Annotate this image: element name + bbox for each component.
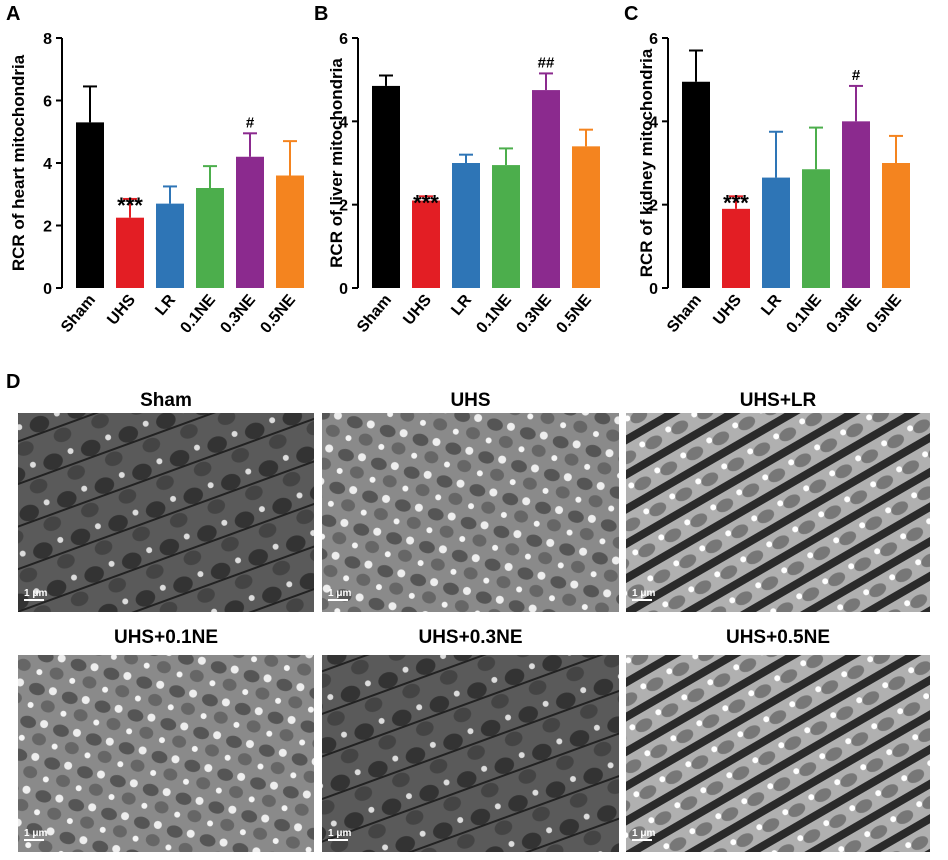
- x-tick-label: LR: [758, 291, 785, 319]
- x-tick-label: LR: [448, 291, 475, 319]
- y-tick-label: 6: [43, 94, 52, 111]
- bar: [802, 169, 830, 288]
- panel-label: B: [314, 3, 328, 25]
- micrograph: [626, 655, 930, 852]
- y-tick-label: 8: [43, 31, 52, 48]
- bar: [492, 165, 520, 288]
- x-tick-label: Sham: [664, 292, 705, 336]
- significance-mark: ***: [117, 193, 143, 218]
- micrograph: [18, 655, 314, 852]
- y-tick-label: 4: [43, 156, 52, 173]
- y-axis-title: RCR of heart mitochondria: [9, 54, 28, 271]
- x-tick-label: 0.1NE: [473, 291, 515, 336]
- scale-label: 1 μm: [328, 828, 351, 839]
- bar: [882, 163, 910, 288]
- y-tick-label: 6: [649, 31, 658, 48]
- scale-label: 1 μm: [24, 828, 47, 839]
- panel-label: C: [624, 3, 638, 25]
- micrograph: [322, 413, 619, 612]
- x-tick-label: 0.5NE: [863, 291, 905, 336]
- x-tick-label: Sham: [354, 292, 395, 336]
- scale-label: 1 μm: [328, 588, 351, 599]
- significance-mark: ***: [723, 190, 749, 215]
- y-tick-label: 2: [649, 198, 658, 215]
- significance-mark: #: [246, 114, 255, 131]
- x-tick-label: 0.1NE: [177, 291, 219, 336]
- bar: [452, 163, 480, 288]
- bar: [572, 146, 600, 288]
- bar: [412, 200, 440, 288]
- image-title: Sham: [140, 390, 192, 411]
- significance-mark: ##: [538, 54, 555, 71]
- x-tick-label: 0.3NE: [217, 291, 259, 336]
- micrograph: [626, 413, 930, 612]
- bar: [76, 122, 104, 288]
- bar: [276, 175, 304, 288]
- y-tick-label: 0: [43, 281, 52, 298]
- image-title: UHS: [450, 390, 490, 411]
- x-tick-label: Sham: [58, 292, 99, 336]
- micrograph: [18, 413, 314, 612]
- x-tick-label: 0.5NE: [257, 291, 299, 336]
- y-tick-label: 0: [339, 281, 348, 298]
- bar: [722, 208, 750, 288]
- significance-mark: ***: [413, 190, 439, 215]
- image-title: UHS+0.3NE: [418, 627, 522, 648]
- x-tick-label: 0.3NE: [513, 291, 555, 336]
- image-title: UHS+0.1NE: [114, 627, 218, 648]
- micrograph: [322, 655, 619, 852]
- y-tick-label: 4: [339, 114, 348, 131]
- y-tick-label: 0: [649, 281, 658, 298]
- scale-label: 1 μm: [632, 588, 655, 599]
- image-title: UHS+0.5NE: [726, 627, 830, 648]
- bar: [116, 217, 144, 288]
- bar: [236, 156, 264, 288]
- image-title: UHS+LR: [740, 390, 817, 411]
- bar: [156, 203, 184, 288]
- panel-label: D: [6, 371, 20, 393]
- significance-mark: #: [852, 67, 861, 84]
- bar: [762, 177, 790, 288]
- x-tick-label: 0.5NE: [553, 291, 595, 336]
- y-axis-title: RCR of kidney mitochondria: [637, 48, 656, 277]
- bar: [682, 81, 710, 288]
- x-tick-label: 0.1NE: [783, 291, 825, 336]
- bar: [372, 85, 400, 289]
- y-tick-label: 4: [649, 114, 658, 131]
- y-tick-label: 2: [339, 198, 348, 215]
- scale-label: 1 μm: [24, 588, 47, 599]
- bar: [842, 121, 870, 288]
- x-tick-label: UHS: [104, 291, 139, 328]
- x-tick-label: LR: [152, 291, 179, 319]
- y-tick-label: 2: [43, 219, 52, 236]
- bar: [532, 90, 560, 288]
- x-tick-label: UHS: [400, 291, 435, 328]
- x-tick-label: UHS: [710, 291, 745, 328]
- x-tick-label: 0.3NE: [823, 291, 865, 336]
- y-tick-label: 6: [339, 31, 348, 48]
- panel-label: A: [6, 3, 20, 25]
- bar: [196, 188, 224, 288]
- scale-label: 1 μm: [632, 828, 655, 839]
- y-axis-title: RCR of liver mitochondria: [327, 58, 346, 268]
